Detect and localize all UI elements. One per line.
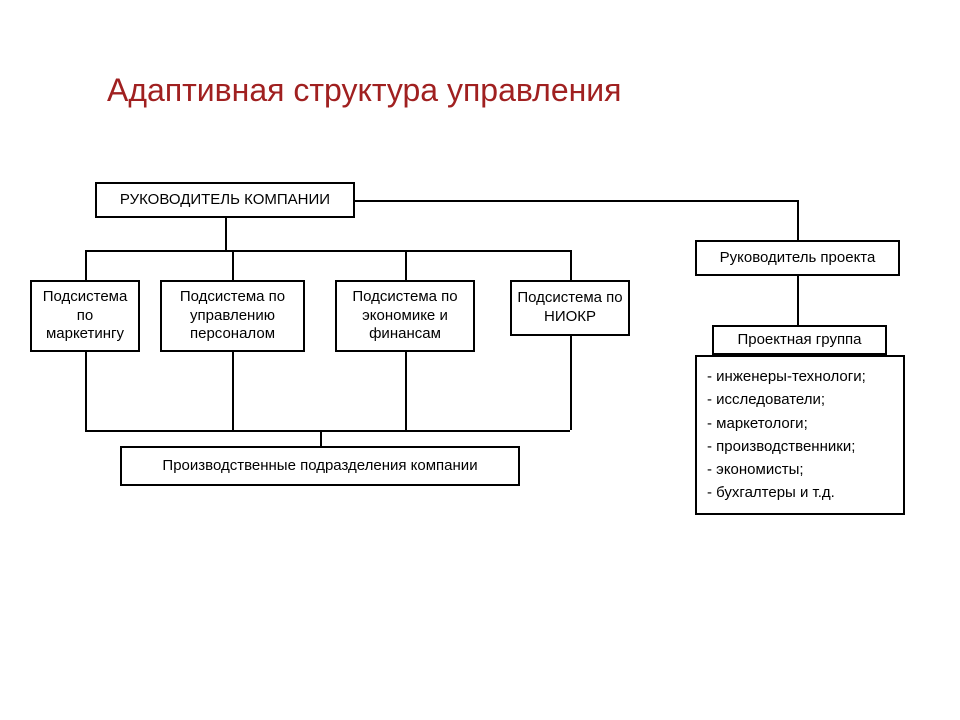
connector — [232, 352, 234, 430]
node-label: Подсистема по экономике и финансам — [341, 288, 469, 344]
list-item: - исследователи; — [707, 388, 893, 411]
node-label: Производственные подразделения компании — [126, 457, 514, 476]
node-label: Проектная группа — [718, 331, 881, 350]
connector — [85, 250, 570, 252]
project-team-list: - инженеры-технологи;- исследователи;- м… — [695, 355, 905, 515]
connector — [85, 250, 87, 280]
connector — [85, 430, 570, 432]
diagram-canvas: Адаптивная структура управления РУКОВОДИ… — [0, 0, 960, 720]
connector — [797, 200, 799, 240]
connector — [570, 250, 572, 280]
node-subsystem-personnel: Подсистема по управлению персоналом — [160, 280, 305, 352]
node-label: Подсистема по управлению персоналом — [166, 288, 299, 344]
connector — [232, 250, 234, 280]
connector — [405, 352, 407, 430]
node-label: Руководитель проекта — [701, 249, 894, 268]
list-item: - маркетологи; — [707, 412, 893, 435]
list-item: - бухгалтеры и т.д. — [707, 481, 893, 504]
list-item: - инженеры-технологи; — [707, 365, 893, 388]
node-label: Подсистема по НИОКР — [516, 289, 624, 327]
node-subsystem-rnd: Подсистема по НИОКР — [510, 280, 630, 336]
node-production-units: Производственные подразделения компании — [120, 446, 520, 486]
connector — [320, 430, 322, 446]
connector — [405, 250, 407, 280]
node-company-head: РУКОВОДИТЕЛЬ КОМПАНИИ — [95, 182, 355, 218]
node-label: Подсистема по маркетингу — [36, 288, 134, 344]
connector — [355, 200, 797, 202]
node-subsystem-economics: Подсистема по экономике и финансам — [335, 280, 475, 352]
node-project-head: Руководитель проекта — [695, 240, 900, 276]
connector — [797, 276, 799, 325]
list-item: - экономисты; — [707, 458, 893, 481]
connector — [225, 218, 227, 250]
connector — [570, 336, 572, 430]
list-item: - производственники; — [707, 435, 893, 458]
node-project-group: Проектная группа — [712, 325, 887, 355]
slide-title: Адаптивная структура управления — [107, 72, 621, 109]
node-label: РУКОВОДИТЕЛЬ КОМПАНИИ — [101, 191, 349, 210]
node-subsystem-marketing: Подсистема по маркетингу — [30, 280, 140, 352]
connector — [85, 352, 87, 430]
